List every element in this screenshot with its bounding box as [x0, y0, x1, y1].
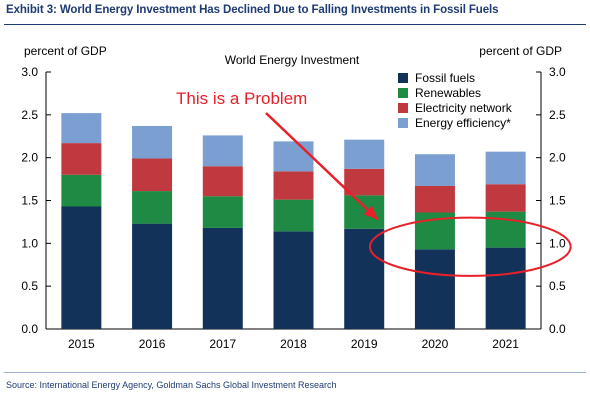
legend-label: Electricity network — [415, 101, 513, 115]
bar-segment-electricity-network-2020 — [414, 185, 455, 213]
y-tick-label-left: 0.5 — [21, 279, 38, 293]
bar-segment-electricity-network-2015 — [61, 143, 102, 175]
y-tick-label-left: 1.5 — [21, 194, 38, 208]
bar-segment-renewables-2018 — [273, 199, 314, 232]
bars-group — [61, 113, 526, 329]
bar-segment-energy-efficiency-2020 — [414, 154, 455, 186]
y-tick-label-left: 2.0 — [21, 151, 38, 165]
bar-segment-energy-efficiency-2016 — [132, 125, 173, 159]
bar-segment-electricity-network-2021 — [485, 184, 526, 212]
bar-segment-fossil-fuels-2021 — [485, 247, 526, 329]
bar-segment-fossil-fuels-2019 — [344, 228, 385, 329]
y-tick-label-left: 3.0 — [21, 65, 38, 79]
bar-segment-renewables-2016 — [132, 191, 173, 224]
bar-segment-electricity-network-2019 — [344, 168, 385, 196]
bar-segment-fossil-fuels-2020 — [414, 249, 455, 329]
bar-segment-fossil-fuels-2015 — [61, 206, 102, 329]
annotation-arrow — [265, 112, 379, 221]
bar-segment-renewables-2015 — [61, 174, 102, 207]
bar-segment-electricity-network-2017 — [202, 166, 243, 197]
exhibit-title: Exhibit 3: World Energy Investment Has D… — [6, 4, 499, 16]
highlight-ellipse — [368, 216, 572, 277]
bar-segment-renewables-2017 — [202, 196, 243, 228]
bar-segment-electricity-network-2016 — [132, 158, 173, 192]
legend-swatch — [398, 118, 408, 128]
legend-label: Energy efficiency* — [415, 116, 511, 130]
y-axis-left-label: percent of GDP — [24, 44, 107, 58]
y-tick-label-right: 1.5 — [549, 194, 566, 208]
y-axis-right-label: percent of GDP — [479, 44, 562, 58]
y-tick-label-right: 2.5 — [549, 108, 566, 122]
y-tick-label-right: 0.0 — [549, 322, 566, 336]
bar-segment-energy-efficiency-2015 — [61, 113, 102, 144]
x-tick-label-2020: 2020 — [422, 337, 449, 351]
bar-segment-renewables-2021 — [485, 211, 526, 248]
y-tick-label-left: 2.5 — [21, 108, 38, 122]
x-tick-label-2015: 2015 — [68, 337, 95, 351]
bar-segment-renewables-2019 — [344, 195, 385, 229]
legend-swatch — [398, 103, 408, 113]
x-tick-label-2018: 2018 — [280, 337, 307, 351]
y-tick-label-right: 1.0 — [549, 236, 566, 250]
bar-segment-energy-efficiency-2021 — [485, 151, 526, 185]
bar-segment-fossil-fuels-2016 — [132, 223, 173, 329]
stacked-bar-chart: World Energy Investment percent of GDP p… — [21, 44, 572, 351]
bar-segment-fossil-fuels-2017 — [202, 227, 243, 329]
x-tick-labels: 2015 2016 2017 2018 2019 2020 2021 — [68, 337, 519, 351]
annotation-text: This is a Problem — [176, 89, 307, 108]
bar-segment-fossil-fuels-2018 — [273, 231, 314, 329]
legend-swatch — [398, 73, 408, 83]
x-tick-label-2017: 2017 — [209, 337, 236, 351]
legend-label: Renewables — [415, 86, 481, 100]
bar-segment-energy-efficiency-2018 — [273, 141, 314, 172]
y-tick-label-left: 1.0 — [21, 236, 38, 250]
legend-swatch — [398, 88, 408, 98]
bar-segment-electricity-network-2018 — [273, 171, 314, 200]
chart-title: World Energy Investment — [225, 53, 360, 67]
legend-label: Fossil fuels — [415, 71, 475, 85]
source-rule — [4, 372, 586, 373]
x-tick-label-2016: 2016 — [139, 337, 166, 351]
bar-segment-energy-efficiency-2017 — [202, 135, 243, 167]
annotation: This is a Problem — [176, 89, 572, 277]
source-note: Source: International Energy Agency, Gol… — [6, 380, 337, 390]
x-tick-label-2019: 2019 — [351, 337, 378, 351]
y-tick-label-right: 0.5 — [549, 279, 566, 293]
y-tick-label-right: 3.0 — [549, 65, 566, 79]
title-rule — [4, 24, 586, 25]
y-tick-label-right: 2.0 — [549, 151, 566, 165]
bar-segment-energy-efficiency-2019 — [344, 139, 385, 169]
annotation-arrowhead — [363, 205, 378, 220]
x-tick-label-2021: 2021 — [492, 337, 519, 351]
y-tick-label-left: 0.0 — [21, 322, 38, 336]
